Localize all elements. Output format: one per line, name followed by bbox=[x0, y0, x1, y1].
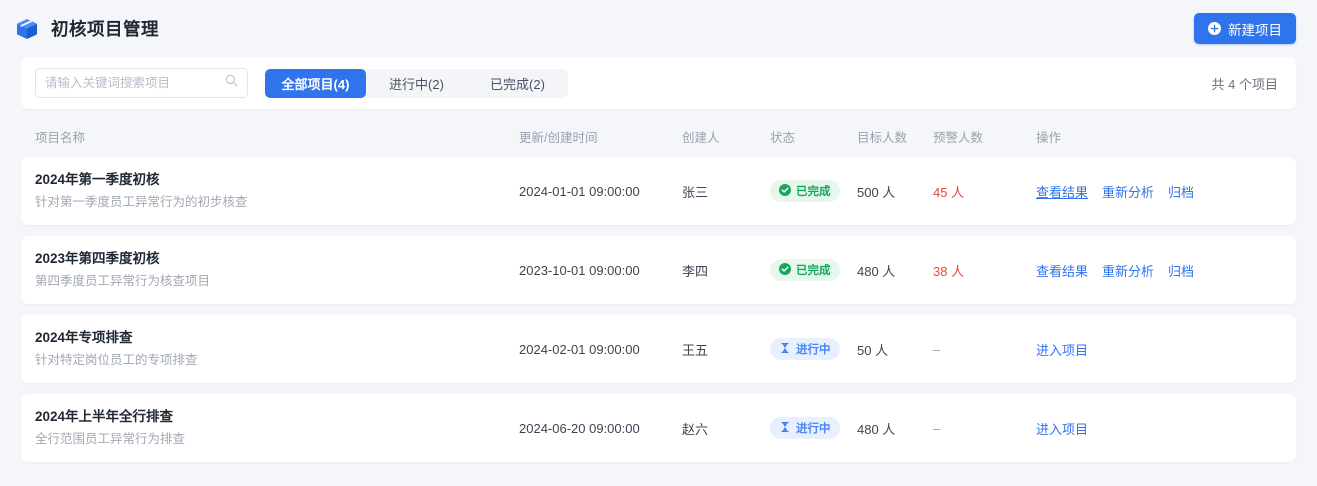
project-status-cell: 已完成 bbox=[770, 259, 857, 281]
project-name: 2024年上半年全行排查 bbox=[35, 409, 174, 425]
hourglass-icon bbox=[779, 421, 791, 436]
project-name-cell: 2024年上半年全行排查 全行范围员工异常行为排查 bbox=[21, 407, 519, 448]
project-description: 第四季度员工异常行为核查项目 bbox=[35, 273, 211, 288]
op-link[interactable]: 进入项目 bbox=[1036, 421, 1089, 437]
project-name: 2023年第四季度初核 bbox=[35, 251, 160, 267]
table-row[interactable]: 2024年第一季度初核 针对第一季度员工异常行为的初步核查 2024-01-01 0… bbox=[21, 157, 1296, 225]
project-target-count: 480 人 bbox=[857, 263, 896, 279]
project-time: 2024-06-20 09:00:00 bbox=[519, 420, 640, 436]
project-operations-cell: 查看结果 重新分析 归档 bbox=[1036, 261, 1296, 280]
page-title: 初核项目管理 bbox=[51, 19, 159, 39]
table-header: 项目名称 更新/创建时间 创建人 状态 目标人数 预警人数 操作 bbox=[21, 118, 1296, 154]
project-owner: 李四 bbox=[682, 263, 709, 279]
status-badge-label: 进行中 bbox=[796, 344, 831, 356]
project-warning-count: – bbox=[933, 341, 941, 357]
op-link[interactable]: 归档 bbox=[1168, 184, 1195, 200]
search-input[interactable] bbox=[45, 76, 225, 90]
op-link[interactable]: 重新分析 bbox=[1102, 263, 1155, 279]
project-name-cell: 2024年第一季度初核针对第一季度员工异常行为的初步核查 bbox=[21, 170, 519, 211]
total-count-label: 共 4 个项目 bbox=[1211, 76, 1278, 92]
project-description: 针对第一季度员工异常行为的初步核查 bbox=[35, 194, 248, 209]
column-header-operations: 操作 bbox=[1036, 130, 1062, 145]
project-name-cell: 2024年专项排查针对特定岗位员工的专项排查 bbox=[21, 328, 519, 369]
tab-in-progress[interactable]: 进行中(2) bbox=[366, 69, 467, 98]
project-name: 2024年第一季度初核 bbox=[35, 172, 160, 188]
project-name: 2024年专项排查 bbox=[35, 330, 133, 346]
project-description: 针对特定岗位员工的专项排查 bbox=[35, 352, 198, 367]
project-warning-count: 45 人 bbox=[933, 184, 965, 200]
status-badge-label: 进行中 bbox=[796, 423, 831, 435]
hourglass-icon bbox=[779, 342, 791, 357]
status-badge: 进行中 bbox=[770, 417, 840, 439]
project-status-cell: 已完成 bbox=[770, 180, 857, 202]
column-header-time: 更新/创建时间 bbox=[519, 130, 598, 145]
project-warning-count: 38 人 bbox=[933, 263, 965, 279]
column-header-status: 状态 bbox=[770, 130, 796, 145]
project-operations-cell: 查看结果 重新分析 归档 bbox=[1036, 182, 1296, 201]
operations-group: 查看结果 重新分析 归档 bbox=[1036, 182, 1296, 201]
new-project-button[interactable]: 新建项目 bbox=[1194, 13, 1296, 44]
check-circle-icon bbox=[779, 183, 791, 199]
cube-icon bbox=[14, 16, 40, 42]
project-warning-count: – bbox=[933, 420, 941, 436]
check-circle-icon bbox=[779, 262, 791, 278]
operations-group: 进入项目 bbox=[1036, 340, 1296, 359]
search-box[interactable] bbox=[35, 68, 248, 98]
project-status-cell: 进行中 bbox=[770, 417, 857, 439]
project-time: 2024-02-01 09:00:00 bbox=[519, 341, 640, 357]
tab-completed[interactable]: 已完成(2) bbox=[467, 69, 568, 98]
project-target-count: 480 人 bbox=[857, 421, 896, 437]
project-name-cell: 2023年第四季度初核第四季度员工异常行为核查项目 bbox=[21, 249, 519, 290]
column-header-target: 目标人数 bbox=[857, 130, 908, 145]
status-badge: 进行中 bbox=[770, 338, 840, 360]
project-time: 2023-10-01 09:00:00 bbox=[519, 262, 640, 278]
operations-group: 查看结果 重新分析 归档 bbox=[1036, 261, 1296, 280]
project-owner: 张三 bbox=[682, 184, 709, 200]
op-link[interactable]: 查看结果 bbox=[1036, 184, 1089, 200]
status-filter-tabs: 全部项目(4) 进行中(2) 已完成(2) bbox=[265, 68, 568, 98]
project-target-count: 50 人 bbox=[857, 342, 889, 358]
project-owner: 赵六 bbox=[682, 421, 709, 437]
project-owner: 王五 bbox=[682, 342, 709, 358]
project-description: 全行范围员工异常行为排查 bbox=[35, 431, 186, 446]
tab-all-projects[interactable]: 全部项目(4) bbox=[265, 68, 366, 98]
op-link[interactable]: 进入项目 bbox=[1036, 342, 1089, 358]
project-operations-cell: 进入项目 bbox=[1036, 419, 1296, 438]
status-badge: 已完成 bbox=[770, 259, 840, 281]
op-link[interactable]: 归档 bbox=[1168, 263, 1195, 279]
project-time: 2024-01-01 09:00:00 bbox=[519, 183, 640, 199]
operations-group: 进入项目 bbox=[1036, 419, 1296, 438]
table-row[interactable]: 2023年第四季度初核 第四季度员工异常行为核查项目 2023-10-01 09:0… bbox=[21, 236, 1296, 304]
project-target-count: 500 人 bbox=[857, 184, 896, 200]
project-operations-cell: 进入项目 bbox=[1036, 340, 1296, 359]
op-link[interactable]: 重新分析 bbox=[1102, 184, 1155, 200]
search-icon[interactable] bbox=[225, 74, 238, 92]
column-header-warning: 预警人数 bbox=[933, 130, 984, 145]
column-header-owner: 创建人 bbox=[682, 130, 720, 145]
new-project-button-label: 新建项目 bbox=[1228, 22, 1282, 38]
plus-circle-icon bbox=[1208, 22, 1221, 35]
table-row[interactable]: 2024年上半年全行排查 全行范围员工异常行为排查 2024-06-20 09:00… bbox=[21, 394, 1296, 462]
op-link[interactable]: 查看结果 bbox=[1036, 263, 1089, 279]
project-list: 2024年第一季度初核 针对第一季度员工异常行为的初步核查 2024-01-01 0… bbox=[0, 157, 1317, 462]
status-badge: 已完成 bbox=[770, 180, 840, 202]
filter-bar: 全部项目(4) 进行中(2) 已完成(2) 共 4 个项目 bbox=[21, 57, 1296, 109]
page-header: 初核项目管理 新建项目 bbox=[0, 0, 1317, 57]
project-status-cell: 进行中 bbox=[770, 338, 857, 360]
status-badge-label: 已完成 bbox=[796, 265, 831, 277]
status-badge-label: 已完成 bbox=[796, 186, 831, 198]
table-row[interactable]: 2024年专项排查 针对特定岗位员工的专项排查 2024-02-01 09:00:0… bbox=[21, 315, 1296, 383]
column-header-name: 项目名称 bbox=[35, 130, 86, 145]
brand: 初核项目管理 bbox=[14, 16, 159, 42]
